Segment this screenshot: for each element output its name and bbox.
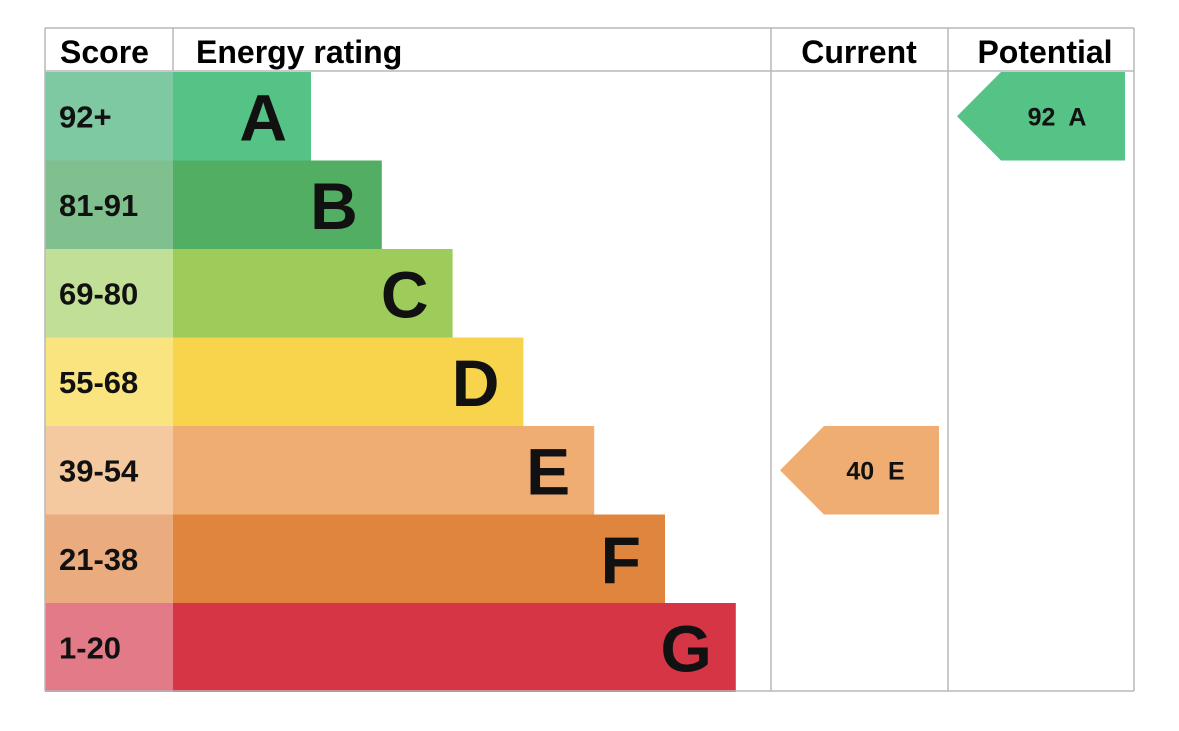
rating-letter-d: D bbox=[452, 346, 500, 420]
rating-letter-c: C bbox=[381, 257, 429, 331]
score-label-f: 21-38 bbox=[59, 542, 138, 577]
score-label-e: 39-54 bbox=[59, 453, 139, 488]
score-cell-e bbox=[45, 426, 173, 515]
score-cell-b bbox=[45, 160, 173, 250]
header-potential: Potential bbox=[977, 34, 1112, 70]
potential-rating-label: 92 A bbox=[1028, 103, 1087, 131]
score-cell-f bbox=[45, 514, 173, 604]
header-current: Current bbox=[801, 34, 917, 70]
score-cell-g bbox=[45, 603, 173, 692]
score-cell-a bbox=[45, 72, 173, 161]
rating-bar-f bbox=[173, 514, 665, 604]
potential-rating-arrow bbox=[957, 72, 1125, 161]
score-label-d: 55-68 bbox=[59, 365, 138, 400]
table-grid bbox=[44, 27, 1135, 692]
rating-letter-b: B bbox=[310, 169, 358, 243]
score-label-g: 1-20 bbox=[59, 630, 121, 665]
rating-bands: 92+ A 81-91 B 69-80 C 55-68 D 39-54 E 21-38 F 1-20 G bbox=[45, 72, 736, 692]
current-rating-label: 40 E bbox=[846, 457, 904, 485]
current-rating-arrow bbox=[780, 426, 939, 515]
rating-bar-a bbox=[173, 72, 311, 161]
rating-letter-e: E bbox=[526, 434, 570, 508]
rating-bar-b bbox=[173, 160, 382, 250]
rating-indicators: 40 E 92 A bbox=[780, 72, 1125, 515]
score-cell-d bbox=[45, 337, 173, 427]
score-label-b: 81-91 bbox=[59, 188, 138, 223]
header-energy-rating: Energy rating bbox=[196, 34, 402, 70]
rating-bar-e bbox=[173, 426, 595, 515]
rating-letter-f: F bbox=[601, 523, 641, 597]
score-label-a: 92+ bbox=[59, 99, 112, 134]
score-cell-c bbox=[45, 249, 173, 338]
score-label-c: 69-80 bbox=[59, 276, 138, 311]
rating-letter-a: A bbox=[239, 80, 287, 154]
rating-letter-g: G bbox=[660, 611, 711, 685]
rating-bar-d bbox=[173, 337, 524, 427]
header-score: Score bbox=[60, 34, 149, 70]
rating-bar-c bbox=[173, 249, 453, 338]
rating-bar-g bbox=[173, 603, 736, 692]
